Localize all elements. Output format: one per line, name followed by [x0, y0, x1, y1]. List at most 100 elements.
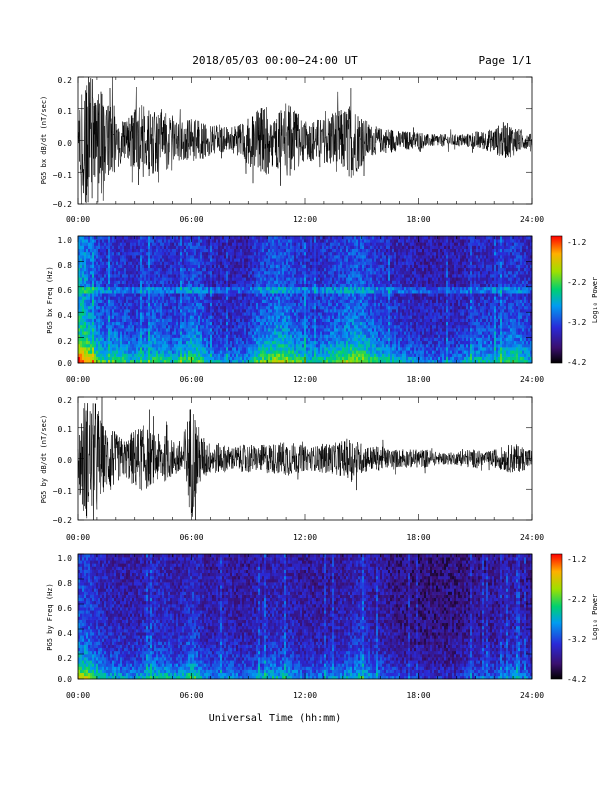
- bx-spectrogram-cell: [172, 315, 175, 319]
- bx-spectrogram-cell: [136, 324, 139, 329]
- bx-spectrogram-cell: [98, 337, 101, 342]
- bx-spectrogram-cell: [316, 315, 319, 319]
- bx-spectrogram-cell: [244, 277, 247, 281]
- bx-spectrogram-cell: [102, 321, 105, 326]
- bx-spectrogram-cell: [122, 286, 125, 291]
- bx-spectrogram-cell: [282, 293, 285, 297]
- bx-spectrogram-cell: [192, 248, 195, 253]
- bx-spectrogram-cell: [160, 299, 163, 303]
- bx-spectrogram-cell: [138, 331, 141, 335]
- bx-spectrogram-cell: [176, 267, 179, 272]
- bx-spectrogram-cell: [292, 299, 295, 303]
- bx-spectrogram-cell: [284, 286, 287, 291]
- bx-spectrogram-cell: [216, 239, 219, 243]
- bx-spectrogram-cell: [306, 321, 309, 326]
- bx-spectrogram-cell: [138, 274, 141, 278]
- bx-spectrogram-cell: [110, 248, 113, 253]
- bx-spectrogram-cell: [308, 305, 311, 310]
- bx-spectrogram-cell: [258, 296, 261, 300]
- bx-spectrogram-cell: [100, 359, 103, 364]
- bx-spectrogram-cell: [304, 283, 307, 288]
- bx-spectrogram-cell: [256, 242, 259, 246]
- bx-spectrogram-cell: [290, 331, 293, 335]
- bx-spectrogram-cell: [244, 274, 247, 278]
- bx-spectrogram-cell: [288, 356, 291, 361]
- bx-spectrogram-cell: [132, 328, 135, 332]
- bx-spectrogram-cell: [212, 274, 215, 278]
- bx-spectrogram-cell: [212, 331, 215, 335]
- bx-spectrogram-cell: [134, 280, 137, 284]
- bx-spectrogram-cell: [184, 258, 187, 262]
- bx-spectrogram-cell: [150, 305, 153, 310]
- bx-spectrogram-cell: [248, 267, 251, 272]
- bx-spectrogram-cell: [142, 289, 145, 294]
- bx-spectrogram-cell: [278, 340, 281, 345]
- bx-spectrogram-cell: [266, 245, 269, 249]
- bx-spectrogram-cell: [82, 347, 85, 351]
- bx-spectrogram-cell: [110, 274, 113, 278]
- bx-spectrogram-cell: [276, 324, 279, 329]
- bx-spectrogram-cell: [188, 324, 191, 329]
- bx-spectrogram-cell: [202, 245, 205, 249]
- bx-spectrogram-cell: [270, 251, 273, 256]
- bx-spectrogram-cell: [230, 324, 233, 329]
- bx-spectrogram-cell: [140, 305, 143, 310]
- bx-spectrogram-cell: [296, 274, 299, 278]
- bx-spectrogram-cell: [84, 258, 87, 262]
- bx-spectrogram-cell: [208, 274, 211, 278]
- bx-spectrogram-cell: [234, 343, 237, 348]
- bx-spectrogram-cell: [180, 315, 183, 319]
- bx-spectrogram-cell: [156, 343, 159, 348]
- bx-spectrogram-cell: [84, 270, 87, 275]
- bx-spectrogram-cell: [156, 239, 159, 243]
- bx-spectrogram-cell: [80, 356, 83, 361]
- bx-spectrogram-cell: [216, 286, 219, 291]
- bx-spectrogram-cell: [142, 324, 145, 329]
- bx-spectrogram-cell: [184, 236, 187, 240]
- bx-spectrogram-cell: [300, 280, 303, 284]
- bx-spectrogram-cell: [258, 324, 261, 329]
- bx-spectrogram-cell: [238, 264, 241, 269]
- bx-spectrogram-cell: [104, 350, 107, 354]
- bx-spectrogram-cell: [90, 331, 93, 335]
- bx-spectrogram-cell: [306, 305, 309, 310]
- bx-spectrogram-cell: [178, 309, 181, 313]
- bx-spectrogram-cell: [170, 255, 173, 259]
- bx-spectrogram-cell: [108, 270, 111, 275]
- bx-spectrogram-cell: [210, 318, 213, 323]
- bx-spectrogram-cell: [196, 296, 199, 300]
- bx-spectrogram-cell: [128, 267, 131, 272]
- bx-spectrogram-cell: [238, 359, 241, 364]
- bx-spectrogram-cell: [178, 315, 181, 319]
- bx-spectrogram-cell: [278, 248, 281, 253]
- bx-spectrogram-cell: [306, 334, 309, 338]
- bx-spectrogram-cell: [200, 283, 203, 288]
- bx-spectrogram-cell: [78, 242, 81, 246]
- bx-spectrogram-cell: [284, 248, 287, 253]
- bx-spectrogram-cell: [292, 293, 295, 297]
- bx-spectrogram-cell: [168, 315, 171, 319]
- bx-spectrogram-cell: [86, 270, 89, 275]
- bx-spectrogram-cell: [222, 312, 225, 316]
- bx-spectrogram-cell: [152, 321, 155, 326]
- bx-spectrogram-cell: [206, 318, 209, 323]
- bx-spectrogram-cell: [136, 353, 139, 357]
- bx-dbdt-xtick: 18:00: [406, 215, 430, 224]
- bx-spectrogram-cell: [142, 315, 145, 319]
- bx-spectrogram-cell: [260, 318, 263, 323]
- bx-spectrogram-cell: [258, 337, 261, 342]
- bx-spectrogram-cell: [136, 321, 139, 326]
- bx-spectrogram-cell: [228, 289, 231, 294]
- bx-spectrogram-cell: [286, 331, 289, 335]
- bx-spectrogram-cell: [98, 289, 101, 294]
- bx-spectrogram-cell: [212, 312, 215, 316]
- bx-spectrogram-cell: [170, 251, 173, 256]
- bx-spectrogram-cell: [236, 261, 239, 265]
- bx-spectrogram-cell: [96, 274, 99, 278]
- bx-spectrogram-cell: [190, 321, 193, 326]
- bx-spectrogram-cell: [150, 312, 153, 316]
- bx-spectrogram-cell: [322, 331, 325, 335]
- bx-spectrogram-cell: [112, 331, 115, 335]
- bx-spectrogram-cell: [246, 242, 249, 246]
- bx-spectrogram-cell: [286, 309, 289, 313]
